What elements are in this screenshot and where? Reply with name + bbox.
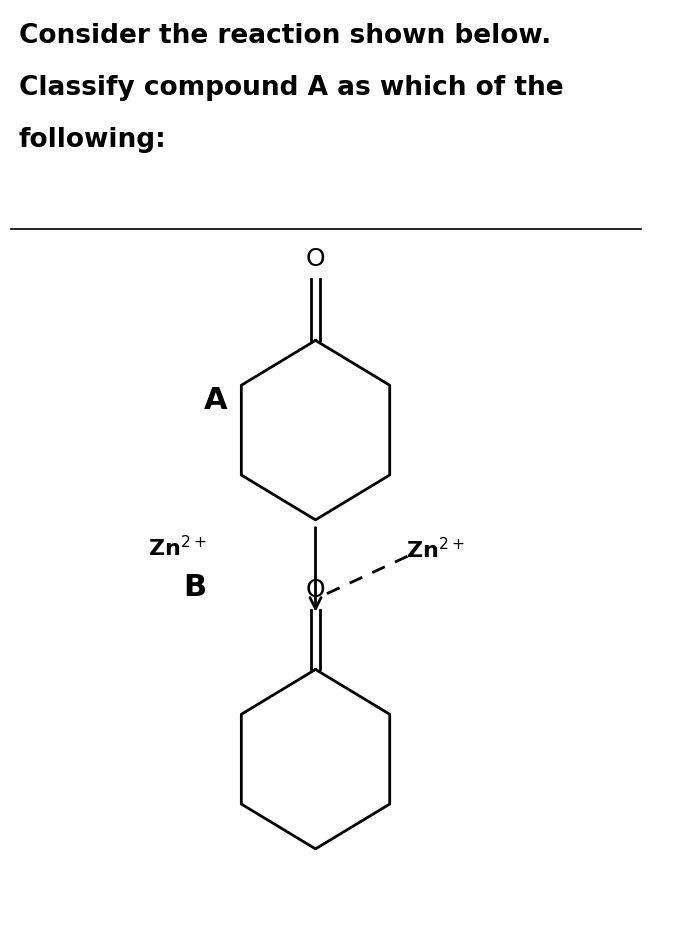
Text: Classify compound A as which of the: Classify compound A as which of the bbox=[18, 75, 563, 101]
Text: Consider the reaction shown below.: Consider the reaction shown below. bbox=[18, 24, 551, 49]
Text: O: O bbox=[306, 577, 325, 602]
Text: B: B bbox=[183, 573, 206, 602]
Text: A: A bbox=[204, 386, 227, 415]
Text: following:: following: bbox=[18, 127, 166, 153]
Text: O: O bbox=[306, 246, 325, 271]
Text: Zn$^{2+}$: Zn$^{2+}$ bbox=[147, 535, 206, 560]
Text: Zn$^{2+}$: Zn$^{2+}$ bbox=[406, 537, 464, 562]
